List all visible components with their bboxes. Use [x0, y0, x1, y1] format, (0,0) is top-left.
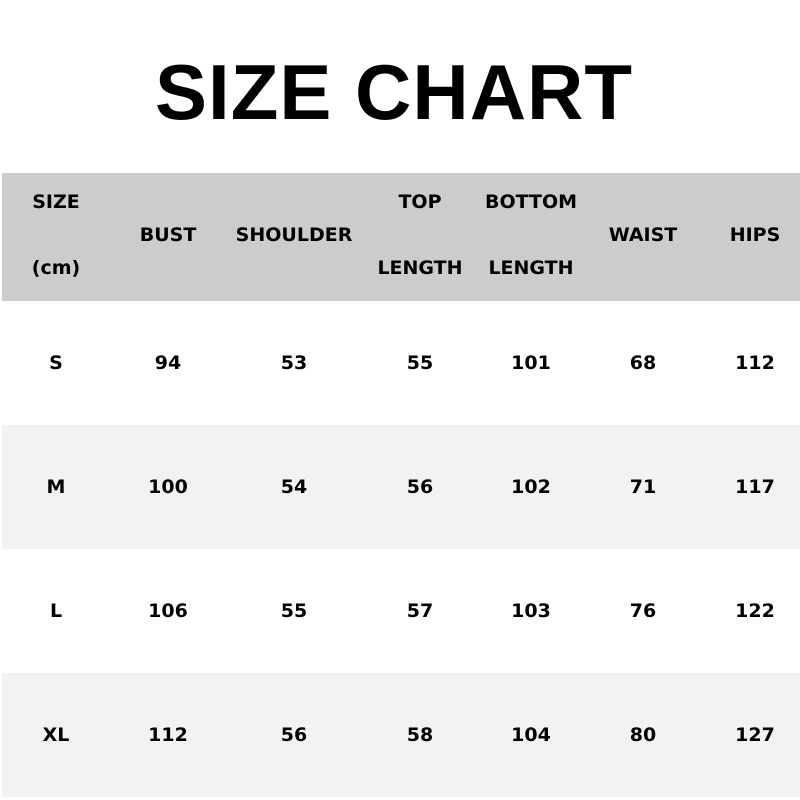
cell-hips: 117: [735, 476, 775, 498]
header-waist: WAIST: [608, 224, 678, 246]
cell-bottom-length: 103: [511, 600, 551, 622]
cell-shoulder: 54: [280, 476, 308, 498]
table-header: SIZE (cm) BUST SHOULDER TOP LENGTH BOTTO…: [2, 173, 800, 301]
cell-hips: 127: [735, 724, 775, 746]
cell-bottom-length: 102: [511, 476, 551, 498]
cell-waist: 80: [629, 724, 657, 746]
cell-size: XL: [42, 724, 70, 746]
cell-size: S: [49, 352, 63, 374]
cell-size: L: [49, 600, 63, 622]
header-top-length-2: LENGTH: [377, 257, 463, 279]
cell-hips: 122: [735, 600, 775, 622]
cell-bust: 112: [148, 724, 188, 746]
table-row: S 94 53 55 101 68 112: [2, 301, 800, 425]
cell-top-length: 57: [406, 600, 434, 622]
cell-hips: 112: [735, 352, 775, 374]
header-hips: HIPS: [729, 224, 781, 246]
cell-shoulder: 55: [280, 600, 308, 622]
header-size: SIZE: [32, 191, 80, 213]
cell-shoulder: 53: [280, 352, 308, 374]
page-title: SIZE CHART: [155, 48, 633, 136]
header-bottom-length: BOTTOM: [484, 191, 578, 213]
header-shoulder: SHOULDER: [235, 224, 353, 246]
table-row: L 106 55 57 103 76 122: [2, 549, 800, 673]
header-bottom-length-2: LENGTH: [488, 257, 574, 279]
header-top-length: TOP: [398, 191, 442, 213]
header-bust: BUST: [139, 224, 197, 246]
cell-bust: 94: [154, 352, 182, 374]
cell-top-length: 55: [406, 352, 434, 374]
cell-top-length: 58: [406, 724, 434, 746]
cell-top-length: 56: [406, 476, 434, 498]
cell-shoulder: 56: [280, 724, 308, 746]
header-size-unit: (cm): [31, 257, 81, 279]
cell-waist: 68: [629, 352, 657, 374]
cell-waist: 76: [629, 600, 657, 622]
cell-size: M: [46, 476, 66, 498]
cell-bottom-length: 101: [511, 352, 551, 374]
table-row: XL 112 56 58 104 80 127: [2, 673, 800, 797]
table-row: M 100 54 56 102 71 117: [2, 425, 800, 549]
cell-bottom-length: 104: [511, 724, 551, 746]
cell-bust: 106: [148, 600, 188, 622]
cell-bust: 100: [148, 476, 188, 498]
cell-waist: 71: [629, 476, 657, 498]
